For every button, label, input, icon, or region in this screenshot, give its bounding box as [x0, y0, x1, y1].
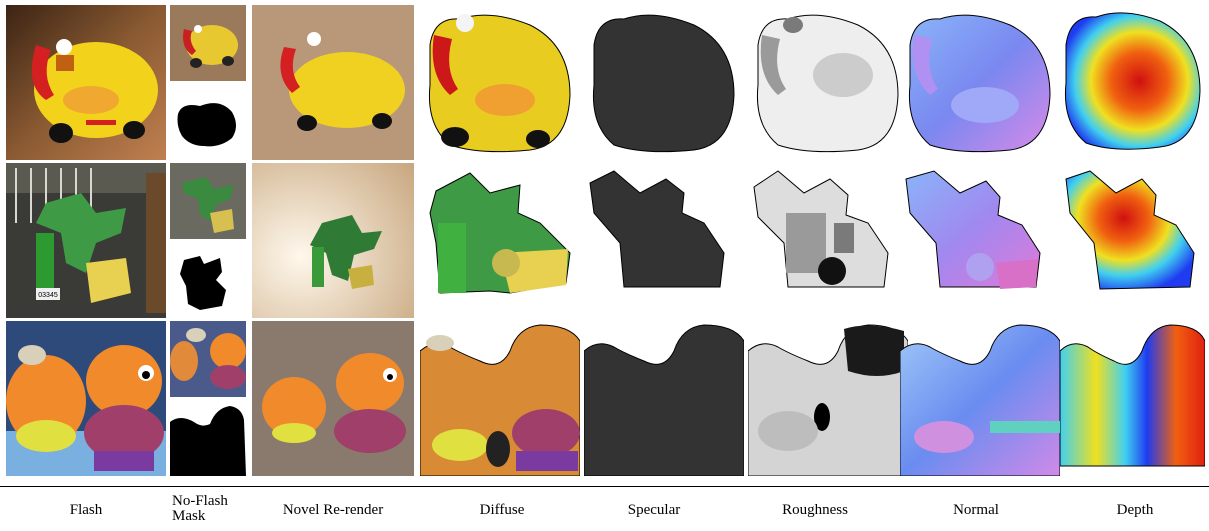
row2-rerender — [252, 163, 414, 318]
row3-depth — [1060, 321, 1205, 476]
label-roughness: Roughness — [782, 502, 848, 518]
label-flash: Flash — [69, 502, 103, 518]
row1-roughness — [748, 5, 908, 160]
label-novel-rerender: Novel Re-render — [282, 502, 384, 518]
row3-diffuse — [420, 321, 580, 476]
row3-normal — [900, 321, 1060, 476]
label-normal: Normal — [953, 502, 999, 518]
sticker-label: 03345 — [38, 292, 58, 299]
row2-mask — [170, 242, 246, 318]
row2-depth — [1060, 163, 1205, 318]
row1-specular — [584, 5, 744, 160]
row1-rerender — [252, 5, 414, 160]
row3-specular — [584, 321, 744, 476]
label-no-flash-mask: No-Flash Mask — [172, 493, 228, 524]
row3-mask — [170, 400, 246, 476]
row1-noflash-photo — [170, 5, 246, 81]
row2-normal — [900, 163, 1060, 318]
row3-roughness — [748, 321, 908, 476]
row1-diffuse — [420, 5, 580, 160]
label-depth: Depth — [1116, 502, 1154, 518]
caption-rule — [0, 486, 1209, 487]
row1-mask — [170, 84, 246, 160]
row2-diffuse — [420, 163, 580, 318]
row3-noflash-photo — [170, 321, 246, 397]
label-specular: Specular — [627, 502, 681, 518]
row1-depth — [1060, 5, 1205, 160]
row1-flash-photo — [6, 5, 166, 160]
row2-roughness — [748, 163, 908, 318]
label-diffuse: Diffuse — [479, 502, 525, 518]
row3-rerender — [252, 321, 414, 476]
row1-normal — [900, 5, 1060, 160]
row2-noflash-photo — [170, 163, 246, 239]
row2-specular — [584, 163, 744, 318]
row2-flash-photo: 03345 — [6, 163, 166, 318]
row3-flash-photo — [6, 321, 166, 476]
